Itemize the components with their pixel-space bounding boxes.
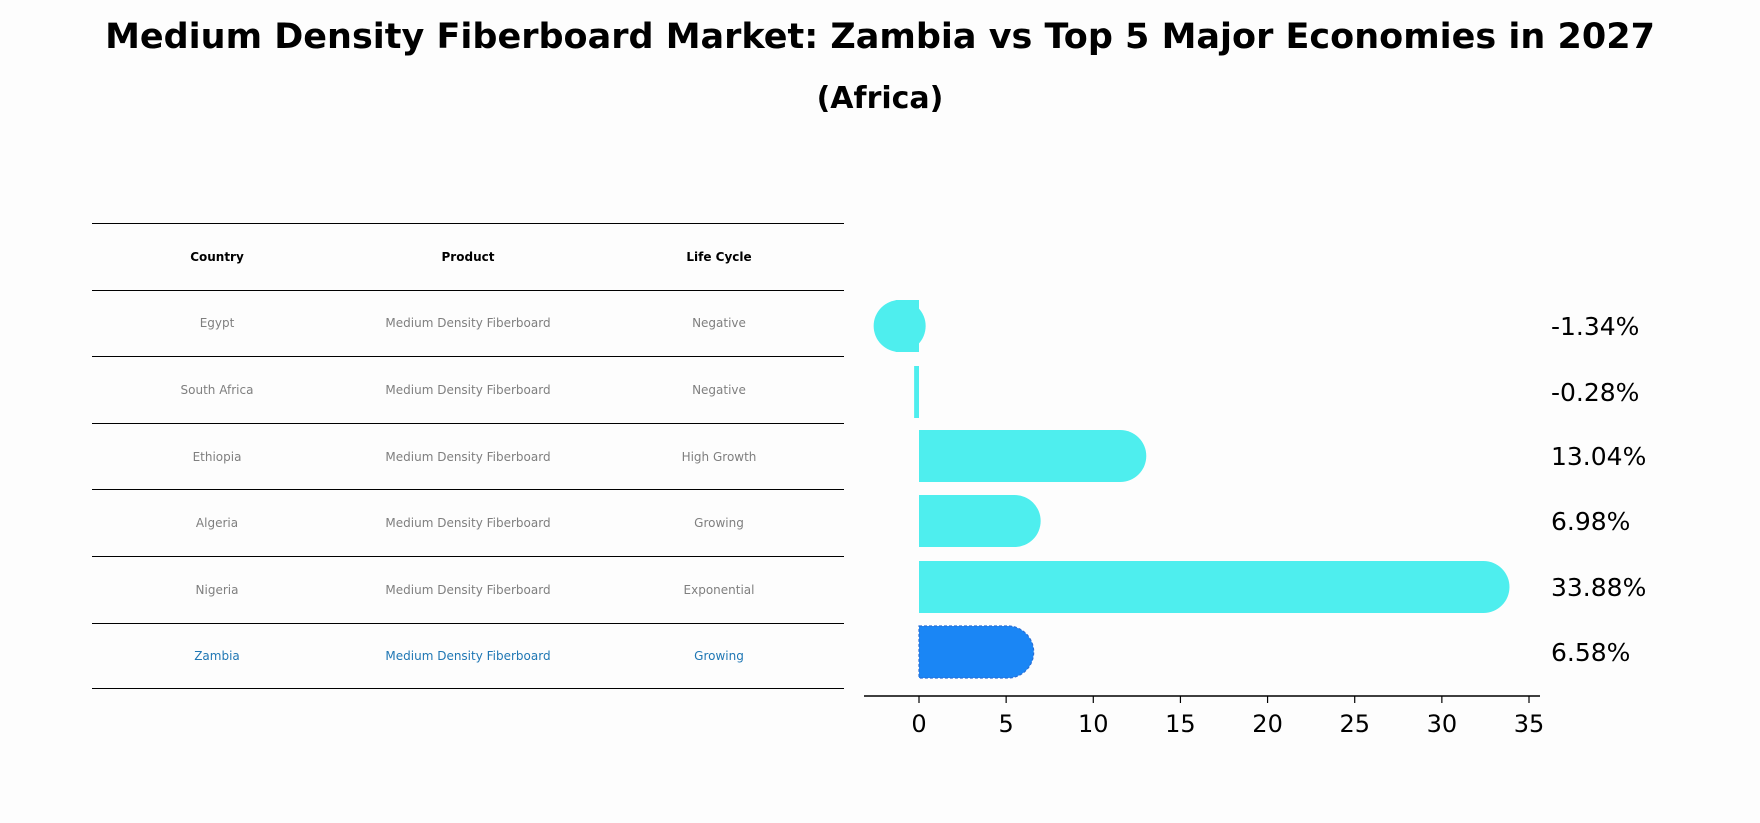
product-cell: Medium Density Fiberboard: [385, 648, 551, 663]
x-tick-label: 0: [911, 710, 926, 738]
x-tick-label: 25: [1339, 710, 1370, 738]
bar: [914, 366, 919, 418]
product-cell: Medium Density Fiberboard: [385, 382, 551, 397]
value-label: 13.04%: [1551, 442, 1646, 471]
table-row-highlight: Zambia Medium Density Fiberboard Growing: [92, 622, 844, 690]
country-cell: Nigeria: [195, 582, 239, 597]
table-row: Algeria Medium Density Fiberboard Growin…: [92, 489, 844, 556]
table-row: Ethiopia Medium Density Fiberboard High …: [92, 422, 844, 490]
bar: [919, 430, 1147, 482]
life-cycle-cell: Growing: [694, 516, 744, 531]
country-cell: South Africa: [180, 382, 254, 397]
life-cycle-cell: High Growth: [681, 449, 757, 464]
x-tick-label: 20: [1252, 710, 1283, 738]
table-row: South Africa Medium Density Fiberboard N…: [92, 356, 844, 423]
table-row: Nigeria Medium Density Fiberboard Expone…: [92, 555, 844, 623]
table-row: Egypt Medium Density Fiberboard Negative: [92, 289, 844, 357]
country-cell: Egypt: [199, 316, 235, 331]
country-cell: Zambia: [194, 648, 240, 663]
header-product: Product: [441, 249, 495, 264]
data-table: Country Product Life Cycle Egypt Medium …: [92, 223, 844, 690]
life-cycle-cell: Exponential: [683, 582, 755, 597]
product-cell: Medium Density Fiberboard: [385, 449, 551, 464]
life-cycle-cell: Negative: [692, 382, 746, 397]
chart-subtitle: (Africa): [816, 81, 944, 116]
bar: [919, 561, 1510, 613]
header-life-cycle: Life Cycle: [686, 249, 752, 264]
value-label: 6.98%: [1551, 507, 1630, 536]
life-cycle-cell: Growing: [694, 648, 744, 663]
chart-title: Medium Density Fiberboard Market: Zambia…: [105, 17, 1655, 57]
country-cell: Algeria: [195, 516, 239, 531]
x-tick-label: 35: [1514, 710, 1545, 738]
product-cell: Medium Density Fiberboard: [385, 516, 551, 531]
product-cell: Medium Density Fiberboard: [385, 316, 551, 331]
value-label: -1.34%: [1551, 312, 1639, 341]
value-label: 6.58%: [1551, 638, 1630, 667]
value-label: 33.88%: [1551, 573, 1646, 602]
value-label: -0.28%: [1551, 378, 1639, 407]
bar: [919, 495, 1041, 547]
product-cell: Medium Density Fiberboard: [385, 582, 551, 597]
x-tick-label: 30: [1427, 710, 1458, 738]
country-cell: Ethiopia: [192, 449, 242, 464]
life-cycle-cell: Negative: [692, 316, 746, 331]
x-tick-label: 15: [1165, 710, 1196, 738]
header-country: Country: [190, 249, 244, 264]
x-tick-label: 5: [999, 710, 1014, 738]
x-tick-label: 10: [1078, 710, 1109, 738]
bar-cap: [873, 300, 926, 352]
bar-highlight: [918, 625, 1035, 679]
table-header-row: Country Product Life Cycle: [92, 223, 844, 290]
